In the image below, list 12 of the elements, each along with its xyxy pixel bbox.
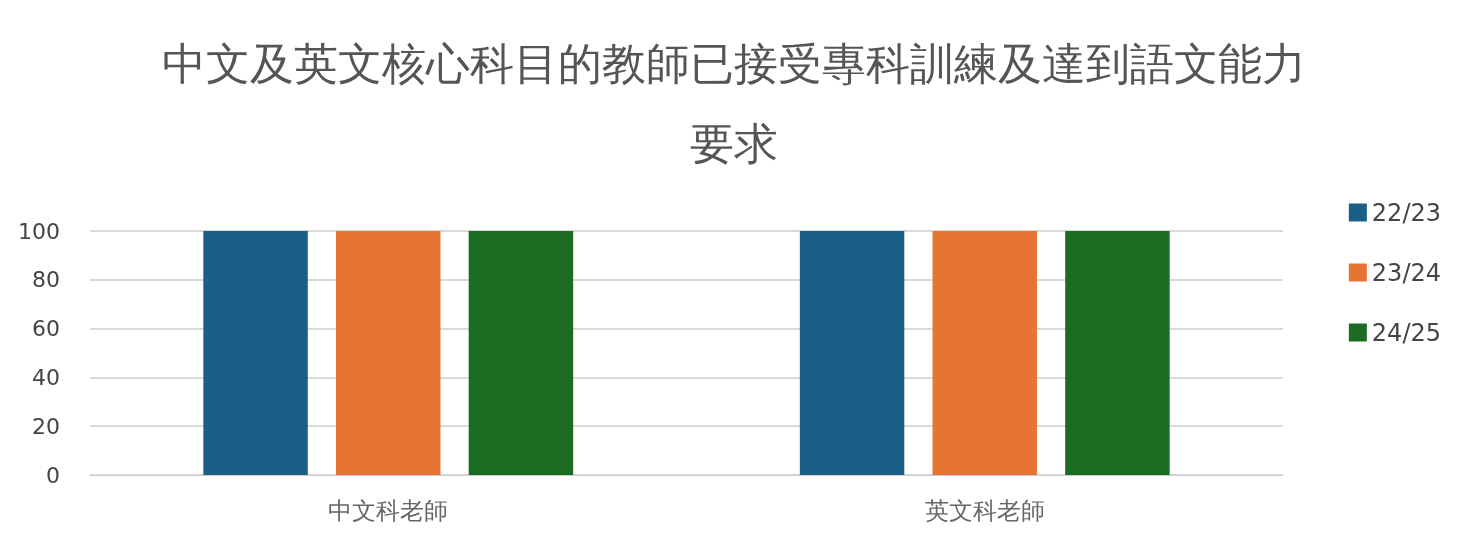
y-tick-label: 60	[32, 316, 60, 342]
x-tick-label: 英文科老師	[924, 497, 1045, 525]
x-tick-label: 中文科老師	[328, 497, 449, 525]
y-tick-label: 20	[32, 413, 60, 439]
legend-label: 22/23	[1371, 198, 1442, 227]
y-tick-label: 80	[32, 267, 60, 293]
chart-title: 中文及英文核心科目的教師已接受專科訓練及達到語文能力要求	[162, 37, 1306, 169]
legend-label: 24/25	[1371, 318, 1442, 347]
y-tick-label: 40	[32, 364, 60, 390]
legend-label: 23/24	[1371, 258, 1442, 287]
y-tick-label: 0	[46, 462, 60, 488]
y-tick-label: 100	[18, 218, 60, 244]
